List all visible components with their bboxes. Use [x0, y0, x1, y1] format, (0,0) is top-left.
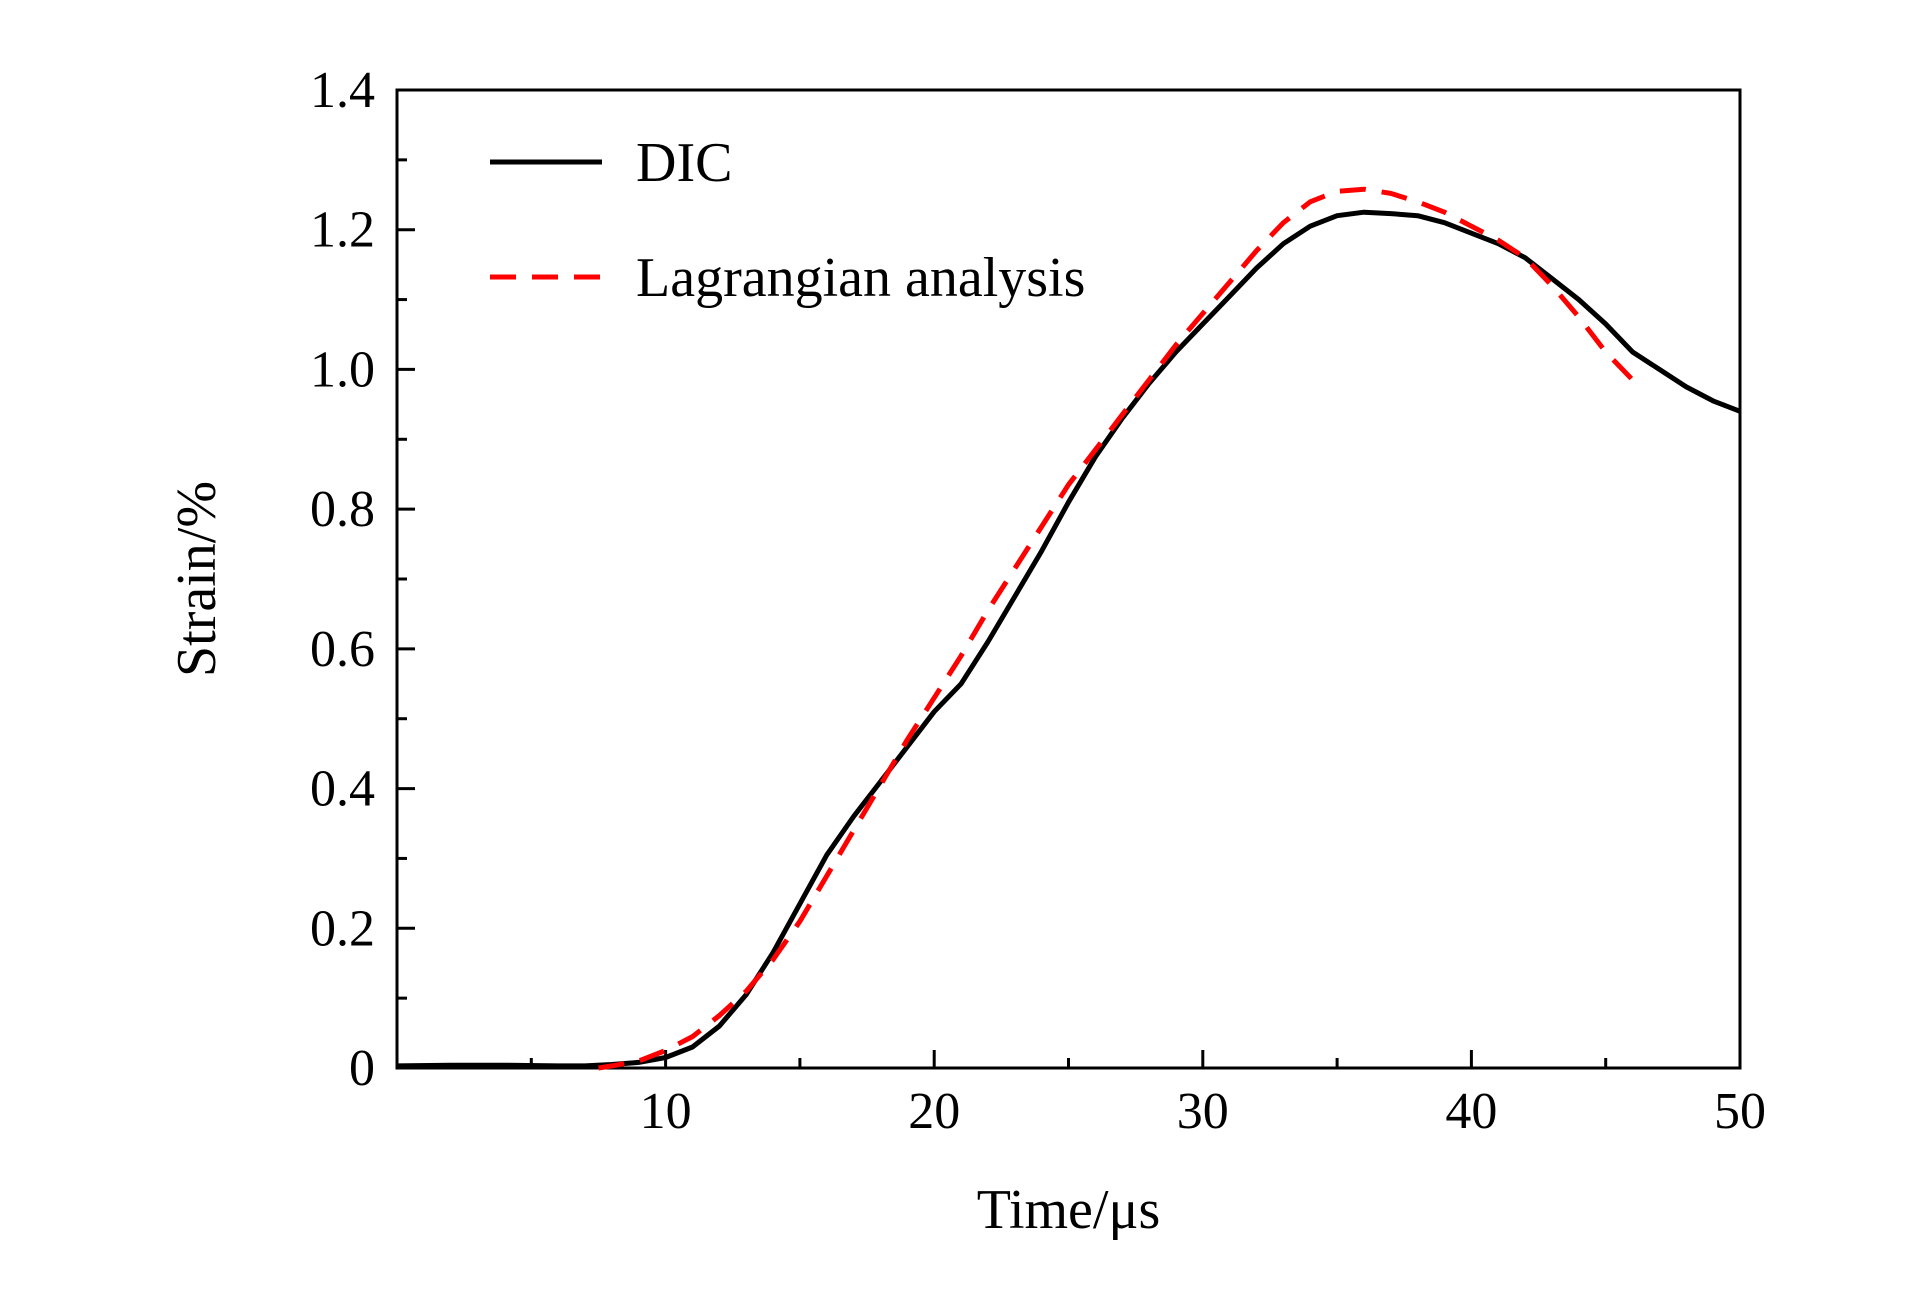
plot-area [395, 88, 1742, 1070]
y-tick-label: 0.2 [310, 900, 375, 957]
y-tick-label: 0.8 [310, 481, 375, 538]
legend-label: DIC [636, 132, 732, 194]
x-tick-label: 30 [1177, 1083, 1229, 1140]
y-axis: 0 0.2 0.4 0.6 0.8 1.0 1.2 1.4 [310, 62, 415, 1097]
y-tick-label: 1.4 [310, 62, 375, 119]
y-axis-title: Strain/% [166, 481, 228, 677]
y-tick-label: 0.6 [310, 621, 375, 678]
y-tick-label: 0.4 [310, 761, 375, 818]
x-tick-label: 50 [1714, 1083, 1766, 1140]
plot-border [395, 88, 1742, 1070]
series-line-dic [396, 209, 1741, 1069]
y-tick-label: 1.2 [310, 202, 375, 259]
x-tick-label: 10 [640, 1083, 692, 1140]
legend-label: Lagrangian analysis [636, 247, 1085, 309]
x-axis: 10 20 30 40 50 [529, 1050, 1766, 1140]
x-axis-title: Time/μs [977, 1179, 1161, 1241]
y-tick-label: 1.0 [310, 341, 375, 398]
series-layer [396, 186, 1741, 1071]
y-tick-label: 0 [349, 1040, 375, 1097]
series-line-lagrangian [598, 186, 1635, 1071]
legend: DIC Lagrangian analysis [490, 132, 1085, 309]
x-tick-label: 40 [1445, 1083, 1497, 1140]
x-tick-label: 20 [908, 1083, 960, 1140]
